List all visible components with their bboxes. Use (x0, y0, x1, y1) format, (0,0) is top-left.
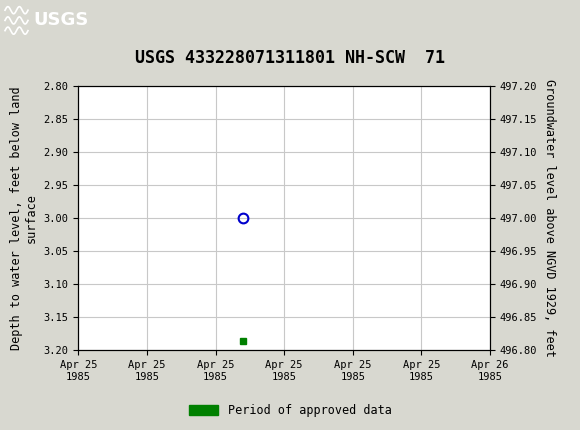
Legend: Period of approved data: Period of approved data (184, 399, 396, 422)
Text: USGS 433228071311801 NH-SCW  71: USGS 433228071311801 NH-SCW 71 (135, 49, 445, 67)
Text: USGS: USGS (33, 12, 88, 29)
Y-axis label: Depth to water level, feet below land
surface: Depth to water level, feet below land su… (10, 86, 38, 350)
Y-axis label: Groundwater level above NGVD 1929, feet: Groundwater level above NGVD 1929, feet (543, 79, 556, 357)
